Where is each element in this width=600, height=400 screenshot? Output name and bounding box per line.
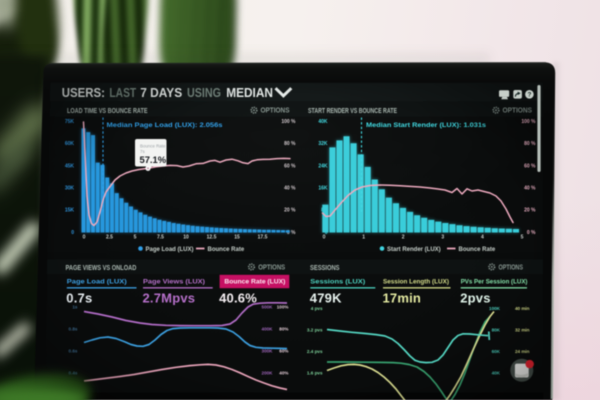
svg-text:?: ?	[527, 92, 531, 99]
